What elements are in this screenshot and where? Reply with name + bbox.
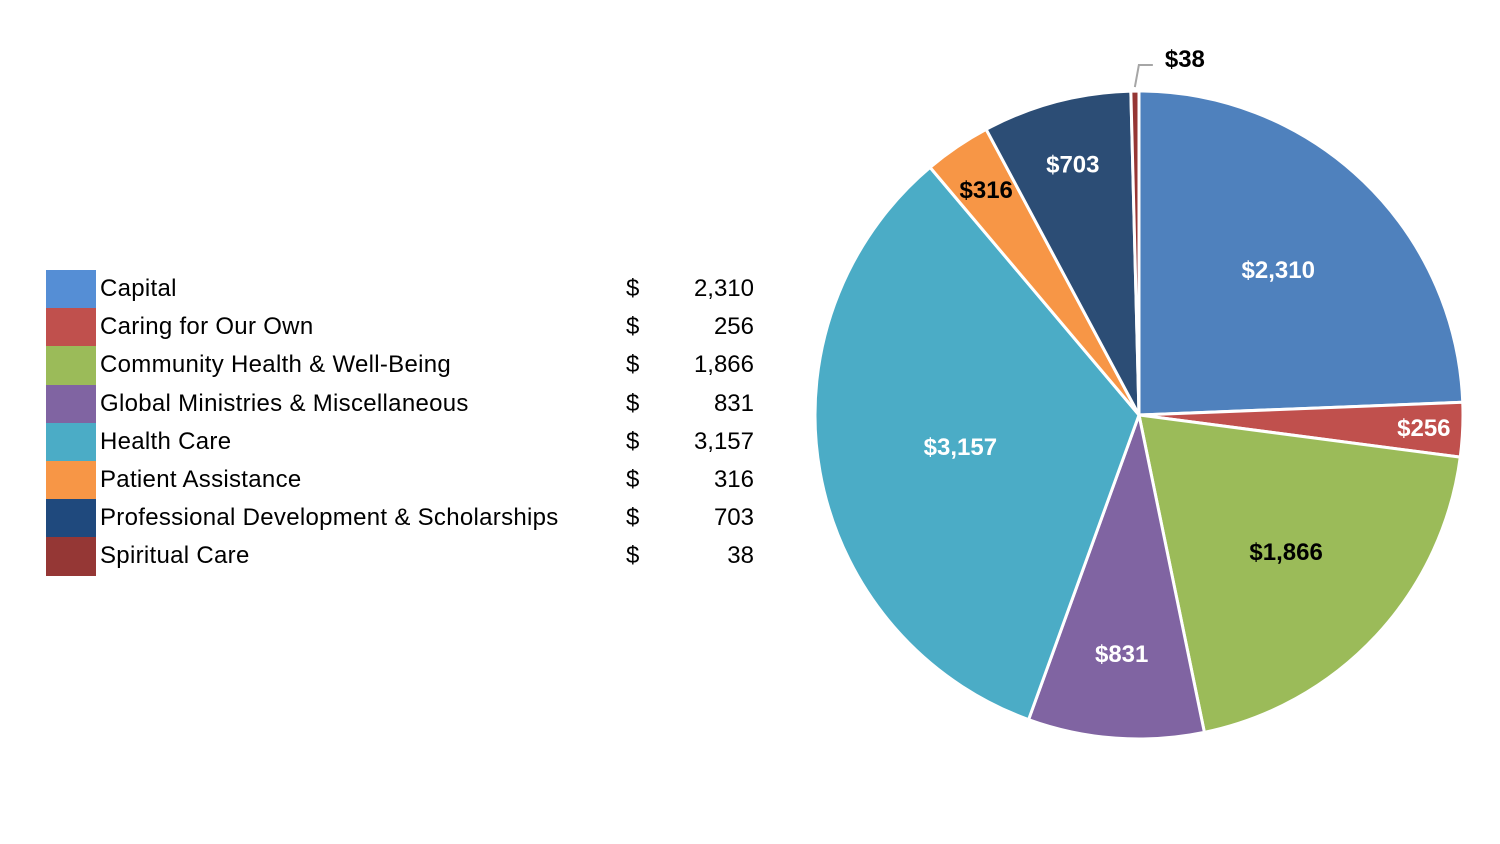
legend-row: Professional Development & Scholarships $… xyxy=(46,499,766,538)
slice-label: $256 xyxy=(1397,415,1450,442)
legend-label: Spiritual Care xyxy=(100,542,250,570)
legend-value: 3,157 xyxy=(693,427,754,455)
legend-value: 831 xyxy=(713,389,754,417)
legend-row: Patient Assistance $316 xyxy=(46,460,766,500)
legend-row: Spiritual Care $38 xyxy=(46,537,766,576)
legend-label: Caring for Our Own xyxy=(100,313,314,341)
legend-label: Global Ministries & Miscellaneous xyxy=(100,389,469,417)
legend-currency-symbol: $ xyxy=(626,389,640,417)
legend-swatch xyxy=(46,308,96,347)
slice-label: $38 xyxy=(1165,46,1205,73)
legend-label: Professional Development & Scholarships xyxy=(100,504,559,532)
leader-line xyxy=(1133,64,1153,88)
legend-value: 1,866 xyxy=(693,351,754,379)
legend-label: Community Health & Well-Being xyxy=(100,351,452,379)
pie-slice xyxy=(984,89,1141,417)
legend-swatch xyxy=(46,270,96,309)
legend-currency-symbol: $ xyxy=(626,465,640,493)
slice-label: $703 xyxy=(1046,151,1099,178)
legend: Capital $2,310 Caring for Our Own $256 Commu… xyxy=(46,270,766,576)
legend-currency-symbol: $ xyxy=(626,542,640,570)
legend-row: Health Care $3,157 xyxy=(46,422,766,461)
legend-value: 256 xyxy=(713,313,754,341)
legend-currency-symbol: $ xyxy=(626,275,640,302)
legend-swatch xyxy=(46,346,96,385)
legend-row: Caring for Our Own $256 xyxy=(46,308,766,347)
legend-swatch xyxy=(46,460,96,500)
legend-currency-symbol: $ xyxy=(626,504,640,532)
legend-row: Community Health & Well-Being $1,866 xyxy=(46,346,766,385)
slice-label: $316 xyxy=(960,177,1013,204)
legend-label: Patient Assistance xyxy=(100,465,302,493)
legend-currency-symbol: $ xyxy=(626,313,640,341)
legend-currency-symbol: $ xyxy=(626,351,640,379)
pie-slice xyxy=(1137,413,1462,734)
legend-value: 38 xyxy=(727,542,754,570)
legend-swatch xyxy=(46,537,96,576)
legend-value: 316 xyxy=(713,465,754,493)
pie-slice xyxy=(1027,413,1206,741)
legend-row: Global Ministries & Miscellaneous $831 xyxy=(46,384,766,423)
legend-swatch xyxy=(46,499,96,538)
slice-label: $2,310 xyxy=(1242,257,1315,284)
pie-slice xyxy=(1137,89,1465,417)
legend-row: Capital $2,310 xyxy=(46,270,766,309)
legend-label: Health Care xyxy=(100,427,232,455)
slice-label: $831 xyxy=(1095,641,1148,668)
legend-value: 703 xyxy=(713,504,754,532)
pie-slice xyxy=(1129,89,1141,417)
slice-label: $1,866 xyxy=(1249,539,1322,566)
slice-label: $3,157 xyxy=(924,434,997,461)
legend-swatch xyxy=(46,384,96,423)
legend-value: 2,310 xyxy=(693,275,754,302)
legend-label: Capital xyxy=(100,275,177,302)
legend-currency-symbol: $ xyxy=(626,427,640,455)
legend-swatch xyxy=(46,422,96,461)
pie-slice xyxy=(813,165,1141,722)
